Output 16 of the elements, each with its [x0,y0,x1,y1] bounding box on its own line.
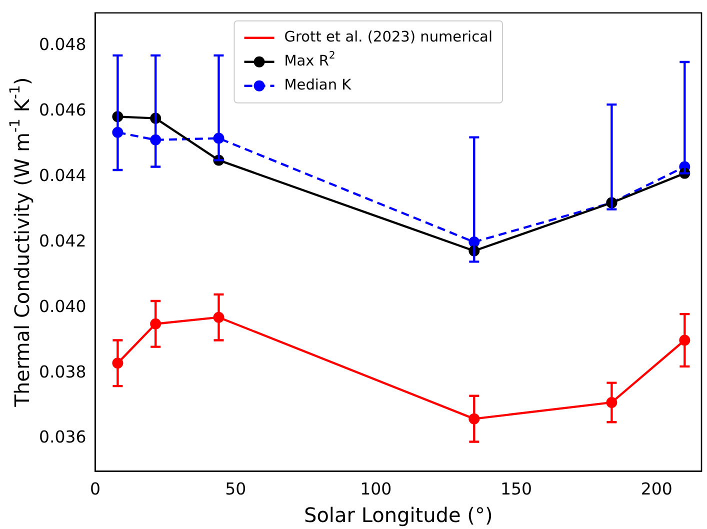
x-tick-label: 100 [360,479,392,498]
legend-label: Median K [284,78,352,94]
x-tick-label: 200 [640,479,672,498]
y-tick-label: 0.038 [38,362,86,382]
y-tick-label: 0.036 [38,428,86,447]
x-axis-title: Solar Longitude (°) [304,503,493,528]
y-axis-title: Thermal Conductivity (W m-1 K-1) [8,77,34,408]
x-tick-label: 50 [225,479,246,498]
legend-label: Grott et al. (2023) numerical [284,30,492,46]
y-tick-label: 0.048 [38,34,86,54]
x-tick-label: 150 [500,479,532,498]
y-tick-label: 0.042 [38,231,86,250]
y-tick-label: 0.040 [38,296,86,316]
y-tick-label: 0.044 [38,166,86,185]
y-tick-label: 0.046 [38,100,86,120]
x-tick-label: 0 [90,479,100,498]
